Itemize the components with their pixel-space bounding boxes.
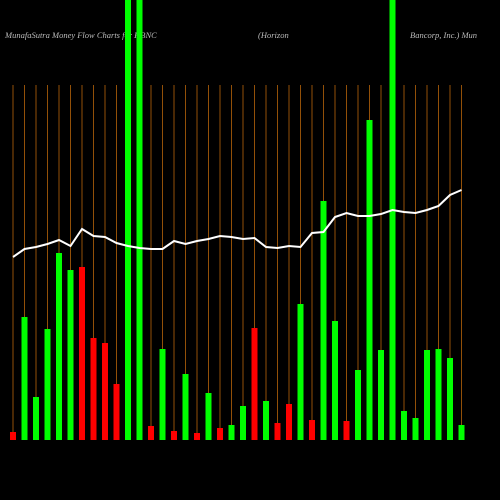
bar — [389, 0, 396, 440]
bar — [79, 267, 85, 440]
chart-title: Bancorp, Inc.) Mun — [410, 30, 477, 40]
bar — [366, 120, 373, 440]
money-flow-line — [12, 189, 462, 258]
bar — [458, 425, 465, 440]
bar — [401, 411, 407, 440]
bar — [113, 384, 120, 440]
bar — [67, 270, 74, 440]
bar — [194, 433, 200, 440]
bar — [378, 350, 384, 440]
bar — [251, 328, 258, 440]
bar — [274, 423, 281, 440]
bar — [56, 253, 62, 440]
bar — [240, 406, 246, 440]
bar — [228, 425, 235, 440]
bar — [136, 0, 143, 440]
bar — [424, 350, 430, 440]
bar — [148, 426, 154, 440]
bar — [320, 201, 327, 440]
bar — [343, 421, 350, 440]
bar — [412, 418, 419, 440]
bar — [10, 432, 16, 440]
bar — [263, 401, 269, 440]
chart-title: (Horizon — [258, 30, 289, 40]
bar — [332, 321, 338, 440]
bar — [159, 349, 166, 440]
bar — [205, 393, 212, 440]
bar — [435, 349, 442, 440]
bar — [355, 370, 361, 440]
bar — [182, 374, 189, 440]
bar — [44, 329, 51, 440]
bar — [90, 338, 97, 440]
bar — [102, 343, 108, 440]
bar — [33, 397, 39, 440]
bar — [217, 428, 223, 440]
bar — [286, 404, 292, 440]
bar — [21, 317, 28, 440]
bar — [171, 431, 177, 440]
bar — [297, 304, 304, 440]
bar — [125, 0, 131, 440]
bar — [309, 420, 315, 440]
bar — [447, 358, 453, 440]
chart-title: MunafaSutra Money Flow Charts for HBNC — [4, 30, 157, 40]
